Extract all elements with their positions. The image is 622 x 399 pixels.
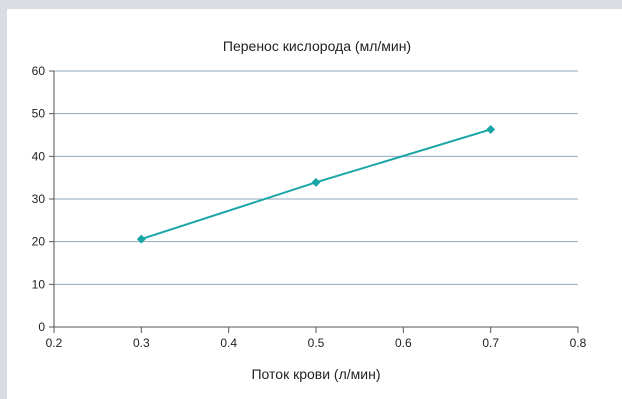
y-tick-label-20: 20 <box>32 235 46 249</box>
gridlines <box>54 70 578 285</box>
chart-frame: Перенос кислорода (мл/мин) 0 10 20 30 40 50 60… <box>7 9 622 399</box>
chart-title: Перенос кислорода (мл/мин) <box>223 38 411 54</box>
x-tick-label-0.7: 0.7 <box>482 336 499 350</box>
y-tick-label-60: 60 <box>32 64 46 78</box>
y-tick-label-40: 40 <box>32 149 46 163</box>
x-tick-label-0.3: 0.3 <box>133 336 150 350</box>
x-tick-labels: 0.2 0.3 0.4 0.5 0.6 0.7 0.8 <box>46 336 587 350</box>
x-tick-label-0.8: 0.8 <box>570 336 587 350</box>
data-point-0-2 <box>486 124 496 134</box>
line-chart: Перенос кислорода (мл/мин) 0 10 20 30 40 50 60… <box>32 38 587 382</box>
x-tick-label-0.4: 0.4 <box>220 336 237 350</box>
x-tick-label-0.5: 0.5 <box>308 336 325 350</box>
y-tick-labels: 0 10 20 30 40 50 60 <box>32 64 46 334</box>
axes <box>49 70 579 333</box>
x-tick-label-0.2: 0.2 <box>46 336 63 350</box>
y-tick-label-10: 10 <box>32 277 46 291</box>
x-tick-label-0.6: 0.6 <box>395 336 412 350</box>
data-point-0-0 <box>136 234 146 244</box>
x-axis-title: Поток крови (л/мин) <box>251 366 380 382</box>
y-tick-label-0: 0 <box>38 320 45 334</box>
series-group <box>136 124 496 244</box>
data-point-0-1 <box>311 177 321 187</box>
y-tick-label-50: 50 <box>32 107 46 121</box>
y-tick-label-30: 30 <box>32 192 46 206</box>
